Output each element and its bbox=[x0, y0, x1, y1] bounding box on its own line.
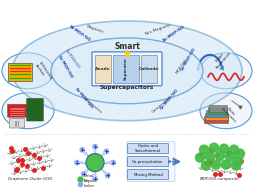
Circle shape bbox=[230, 145, 239, 154]
Text: MOF/GO-composite: MOF/GO-composite bbox=[200, 177, 240, 180]
Circle shape bbox=[82, 172, 86, 176]
FancyBboxPatch shape bbox=[141, 55, 157, 83]
Circle shape bbox=[105, 172, 107, 174]
Text: Supercapacitors: Supercapacitors bbox=[100, 85, 154, 90]
Circle shape bbox=[105, 173, 110, 177]
Circle shape bbox=[86, 154, 104, 172]
Circle shape bbox=[233, 157, 243, 166]
FancyBboxPatch shape bbox=[207, 110, 227, 117]
Circle shape bbox=[196, 153, 204, 162]
Text: Organic
Linker: Organic Linker bbox=[84, 179, 98, 188]
Circle shape bbox=[226, 152, 234, 161]
FancyBboxPatch shape bbox=[10, 119, 24, 128]
Circle shape bbox=[94, 150, 96, 152]
Text: Metal
Ion: Metal Ion bbox=[84, 174, 94, 183]
Text: Hydro and
Solvothermal: Hydro and Solvothermal bbox=[135, 144, 161, 153]
FancyBboxPatch shape bbox=[127, 142, 175, 182]
Ellipse shape bbox=[2, 93, 54, 129]
Text: Anode: Anode bbox=[95, 67, 111, 71]
FancyBboxPatch shape bbox=[27, 98, 43, 121]
Circle shape bbox=[102, 153, 104, 155]
Circle shape bbox=[93, 176, 97, 181]
Text: Magnetic: Magnetic bbox=[86, 24, 104, 34]
Text: Cathode: Cathode bbox=[139, 67, 159, 71]
Text: Composites: Composites bbox=[82, 95, 103, 114]
Text: Co-MOF/GO: Co-MOF/GO bbox=[57, 54, 73, 79]
FancyBboxPatch shape bbox=[128, 144, 168, 154]
Circle shape bbox=[219, 144, 229, 153]
Circle shape bbox=[86, 170, 88, 172]
Circle shape bbox=[221, 160, 230, 169]
Circle shape bbox=[103, 170, 105, 173]
FancyBboxPatch shape bbox=[128, 170, 168, 180]
Ellipse shape bbox=[200, 53, 252, 89]
Text: Co-MOF/GO: Co-MOF/GO bbox=[181, 46, 197, 71]
Circle shape bbox=[94, 148, 96, 150]
Circle shape bbox=[235, 149, 245, 158]
Ellipse shape bbox=[200, 93, 252, 129]
Circle shape bbox=[215, 151, 225, 160]
FancyBboxPatch shape bbox=[92, 52, 162, 86]
FancyBboxPatch shape bbox=[113, 55, 139, 83]
Text: Ni-MOF/GO: Ni-MOF/GO bbox=[68, 25, 92, 43]
Text: Fe-MOF/GO: Fe-MOF/GO bbox=[74, 88, 94, 110]
FancyBboxPatch shape bbox=[8, 63, 32, 81]
Ellipse shape bbox=[2, 53, 54, 89]
Circle shape bbox=[199, 145, 209, 154]
Circle shape bbox=[231, 161, 241, 170]
FancyBboxPatch shape bbox=[209, 105, 227, 112]
Circle shape bbox=[104, 149, 108, 153]
Text: Graphene Oxide (GO): Graphene Oxide (GO) bbox=[8, 177, 52, 180]
Circle shape bbox=[205, 152, 214, 161]
Text: Separator: Separator bbox=[124, 57, 128, 80]
Circle shape bbox=[107, 162, 109, 164]
Circle shape bbox=[81, 162, 83, 164]
Text: |||: ||| bbox=[14, 120, 20, 126]
Text: Ce-MOF/GO: Ce-MOF/GO bbox=[160, 87, 180, 110]
Circle shape bbox=[201, 161, 211, 170]
Text: Co-precipitation: Co-precipitation bbox=[132, 160, 164, 164]
Circle shape bbox=[84, 171, 86, 174]
Text: Shape
Restoration: Shape Restoration bbox=[212, 48, 232, 70]
Circle shape bbox=[94, 175, 96, 177]
Circle shape bbox=[111, 160, 115, 165]
Circle shape bbox=[79, 162, 81, 164]
Text: Co3O4/rGO: Co3O4/rGO bbox=[64, 48, 80, 70]
Text: Composites: Composites bbox=[151, 95, 172, 114]
Text: Self-healing
devices: Self-healing devices bbox=[34, 61, 53, 83]
FancyBboxPatch shape bbox=[95, 55, 111, 83]
Text: Mixing Method: Mixing Method bbox=[134, 173, 163, 177]
FancyArrowPatch shape bbox=[220, 66, 223, 70]
Circle shape bbox=[210, 143, 218, 152]
Circle shape bbox=[80, 148, 85, 152]
Text: Zn-MOF/GO: Zn-MOF/GO bbox=[162, 25, 186, 43]
Text: Non-Magnetic: Non-Magnetic bbox=[144, 22, 172, 36]
FancyBboxPatch shape bbox=[8, 104, 26, 117]
Circle shape bbox=[104, 152, 106, 154]
Circle shape bbox=[109, 162, 111, 164]
Circle shape bbox=[93, 144, 97, 149]
Text: Piezo-
electronics: Piezo- electronics bbox=[220, 104, 240, 124]
Text: Smart: Smart bbox=[114, 42, 140, 51]
Circle shape bbox=[85, 153, 87, 155]
Ellipse shape bbox=[12, 21, 242, 121]
FancyBboxPatch shape bbox=[205, 113, 228, 120]
Circle shape bbox=[212, 160, 220, 169]
Ellipse shape bbox=[51, 38, 203, 104]
Circle shape bbox=[83, 151, 85, 153]
Circle shape bbox=[94, 173, 96, 175]
Text: MOF/GO: MOF/GO bbox=[176, 59, 188, 75]
FancyBboxPatch shape bbox=[208, 107, 227, 114]
Circle shape bbox=[75, 160, 79, 165]
FancyBboxPatch shape bbox=[128, 157, 168, 167]
FancyBboxPatch shape bbox=[204, 116, 228, 123]
